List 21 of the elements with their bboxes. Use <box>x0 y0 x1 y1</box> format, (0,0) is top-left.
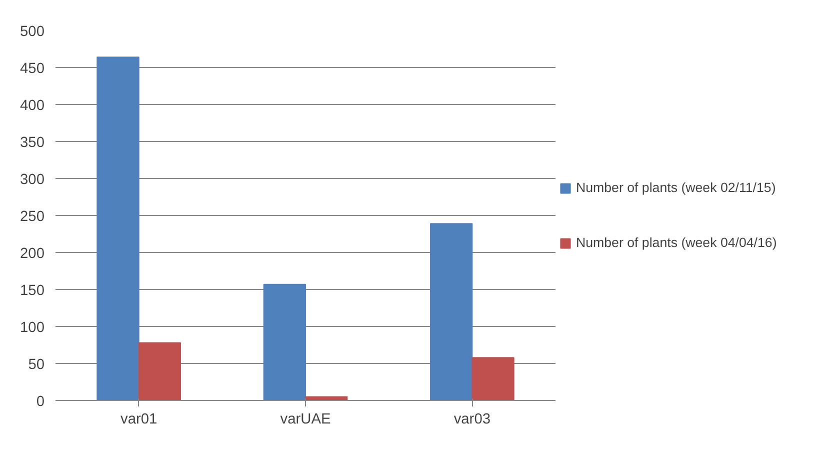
legend-label: Number of plants (week 04/04/16) <box>576 235 777 250</box>
y-tick-label: 200 <box>20 246 45 262</box>
y-tick-label: 150 <box>20 283 45 299</box>
y-tick-label: 350 <box>20 135 45 151</box>
y-tick-label: 0 <box>36 394 45 410</box>
legend-label: Number of plants (week 02/11/15) <box>576 180 776 195</box>
y-tick-label: 50 <box>28 357 45 373</box>
bar <box>430 223 473 400</box>
bar <box>96 56 140 400</box>
bar <box>138 342 181 400</box>
y-tick-label: 100 <box>20 320 45 336</box>
y-tick-label: 450 <box>20 61 45 77</box>
x-tick-label: var03 <box>454 412 491 428</box>
y-tick-label: 250 <box>20 209 45 225</box>
bar <box>263 284 306 400</box>
x-tick-label: varUAE <box>280 412 331 428</box>
y-tick-label: 500 <box>20 24 45 40</box>
bar <box>472 357 514 400</box>
y-tick-label: 300 <box>20 172 45 188</box>
y-tick-label: 400 <box>20 98 45 114</box>
x-tick-label: var01 <box>120 412 158 428</box>
